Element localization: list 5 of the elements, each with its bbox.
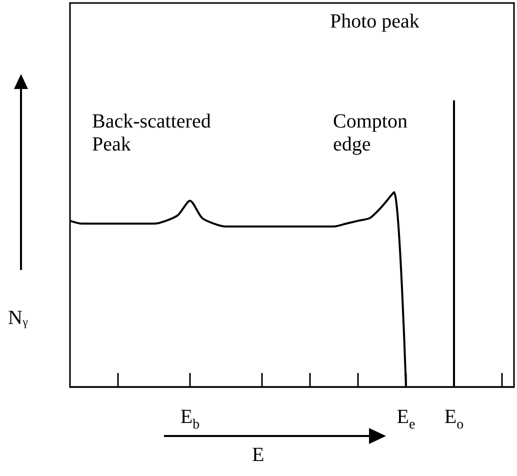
text: Photo peak [330, 10, 420, 32]
x-axis-title: E [252, 444, 264, 466]
annotation: Back-scattered Peak [92, 110, 211, 156]
annotation: Compton edge [333, 110, 408, 156]
y-axis-title: Nᵧ [8, 307, 28, 329]
